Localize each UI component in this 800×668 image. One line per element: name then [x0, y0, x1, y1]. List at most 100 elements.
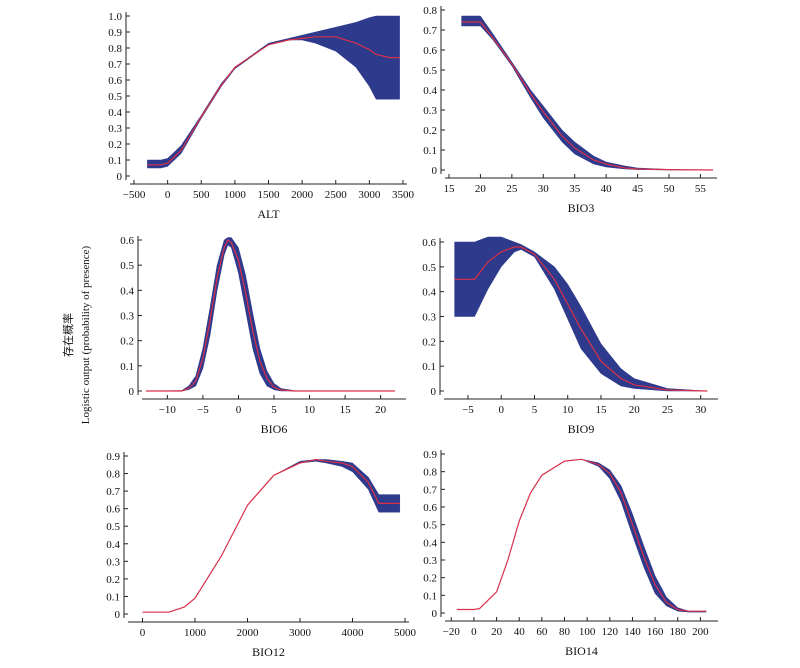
x-tick-label: 180 — [670, 626, 687, 638]
y-tick-label: 0.7 — [106, 486, 120, 498]
confidence-band — [461, 15, 714, 171]
x-axis-label: BIO9 — [568, 422, 595, 436]
x-tick-label: 20 — [475, 183, 487, 195]
y-tick-label: 0 — [431, 386, 437, 398]
x-tick-label: 30 — [695, 404, 707, 416]
x-tick-label: 15 — [444, 183, 456, 195]
x-tick-label: 80 — [559, 626, 571, 638]
y-tick-label: 0.2 — [423, 125, 437, 137]
panel-bio6: 0 0.1 0.2 0.3 0.4 0.5 0.6 −10 −5 0 5 10 15 20 BIO6 — [120, 235, 406, 436]
y-tick-label: 0.8 — [108, 43, 122, 55]
y-tick-label: 0 — [432, 608, 438, 620]
panel-bio12: 0 0.1 0.2 0.3 0.4 0.5 0.6 0.7 0.8 0.9 0 1000 2000 300… — [106, 451, 416, 659]
y-tick-label: 0.3 — [423, 555, 437, 567]
y-tick-label: 1.0 — [108, 11, 122, 23]
x-tick-label: −10 — [159, 404, 177, 416]
y-tick-label: 0.7 — [108, 59, 122, 71]
x-tick-label: 1500 — [258, 189, 281, 201]
y-tick-label: 0.2 — [120, 336, 134, 348]
mean-response-line — [454, 246, 708, 392]
y-tick-label: 0.6 — [120, 235, 134, 247]
y-label-cn: 存在概率 — [61, 313, 75, 357]
x-tick-label: 25 — [506, 183, 518, 195]
mean-response-line — [147, 36, 400, 166]
x-tick-label: 3000 — [358, 189, 381, 201]
x-tick-label: 0 — [471, 626, 477, 638]
y-tick-label: 0.7 — [423, 484, 437, 496]
y-tick-label: 0.1 — [106, 591, 120, 603]
y-tick-label: 0 — [432, 165, 438, 177]
y-tick-label: 0.5 — [106, 521, 120, 533]
x-tick-label: 20 — [491, 626, 503, 638]
y-tick-label: 0.4 — [423, 85, 437, 97]
x-axis-label: BIO3 — [568, 201, 595, 215]
x-tick-label: 10 — [562, 404, 574, 416]
x-tick-label: 2000 — [291, 189, 314, 201]
x-axis-label: BIO6 — [261, 422, 288, 436]
y-tick-label: 0.4 — [423, 537, 437, 549]
y-tick-label: 0.4 — [106, 539, 120, 551]
y-tick-label: 0.3 — [422, 312, 436, 324]
mean-response-line — [142, 458, 400, 613]
x-tick-label: 15 — [340, 404, 352, 416]
x-tick-label: −5 — [462, 404, 474, 416]
x-tick-label: 45 — [632, 183, 644, 195]
x-tick-label: 160 — [647, 626, 664, 638]
confidence-band — [145, 237, 395, 392]
x-tick-label: 2000 — [237, 627, 260, 639]
x-tick-label: 40 — [514, 626, 526, 638]
x-tick-label: 60 — [536, 626, 548, 638]
x-tick-label: 0 — [498, 404, 504, 416]
y-tick-label: 0.5 — [423, 65, 437, 77]
x-tick-label: 20 — [375, 404, 387, 416]
x-axis-label: ALT — [257, 207, 280, 221]
x-tick-label: 15 — [595, 404, 607, 416]
x-tick-label: 30 — [538, 183, 550, 195]
x-tick-label: 0 — [140, 627, 146, 639]
y-tick-label: 0.8 — [423, 5, 437, 17]
y-tick-label: 0.8 — [106, 469, 120, 481]
y-tick-label: 0.5 — [108, 91, 122, 103]
y-tick-label: 0.4 — [120, 285, 134, 297]
x-tick-label: −20 — [443, 626, 461, 638]
y-tick-label: 0.7 — [423, 25, 437, 37]
x-tick-label: 3000 — [289, 627, 312, 639]
x-tick-label: 140 — [624, 626, 641, 638]
mean-response-line — [461, 21, 714, 171]
y-tick-label: 0.5 — [120, 260, 134, 272]
x-tick-label: 35 — [569, 183, 581, 195]
x-tick-label: 50 — [664, 183, 676, 195]
y-tick-label: 0.2 — [422, 336, 436, 348]
panel-bio14: 0 0.1 0.2 0.3 0.4 0.5 0.6 0.7 0.8 0.9 −20 0 20 40 60 80… — [423, 449, 718, 658]
x-tick-label: 2500 — [325, 189, 348, 201]
y-tick-label: 0.2 — [108, 139, 122, 151]
confidence-band — [456, 459, 707, 613]
y-tick-label: 0.2 — [423, 573, 437, 585]
y-tick-label: 0.3 — [423, 105, 437, 117]
x-tick-label: 20 — [629, 404, 641, 416]
x-tick-label: 55 — [695, 183, 707, 195]
y-tick-label: 0.9 — [423, 449, 437, 461]
x-tick-label: 500 — [193, 189, 210, 201]
y-tick-label: 0.2 — [106, 574, 120, 586]
confidence-band — [454, 236, 708, 392]
y-tick-label: 0.3 — [106, 556, 120, 568]
y-axis-shared-label: 存在概率 Logistic output (probability of pre… — [61, 245, 92, 424]
y-tick-label: 0.1 — [120, 361, 134, 373]
x-tick-label: 5 — [532, 404, 538, 416]
y-tick-label: 0.9 — [108, 27, 122, 39]
y-tick-label: 0.4 — [422, 287, 436, 299]
x-tick-label: 200 — [692, 626, 709, 638]
confidence-band — [147, 15, 400, 169]
y-tick-label: 0.6 — [422, 237, 436, 249]
y-tick-label: 0.4 — [108, 107, 122, 119]
y-tick-label: 0.1 — [108, 155, 122, 167]
y-tick-label: 0.9 — [106, 451, 120, 463]
x-tick-label: 5 — [271, 404, 277, 416]
panel-bio9: 0 0.1 0.2 0.3 0.4 0.5 0.6 −5 0 5 10 15 20 25 30 BIO9 — [422, 236, 718, 436]
y-tick-label: 0.8 — [423, 467, 437, 479]
y-tick-label: 0.3 — [120, 311, 134, 323]
confidence-band — [142, 459, 401, 613]
x-tick-label: 3500 — [392, 189, 415, 201]
y-tick-label: 0.5 — [422, 262, 436, 274]
